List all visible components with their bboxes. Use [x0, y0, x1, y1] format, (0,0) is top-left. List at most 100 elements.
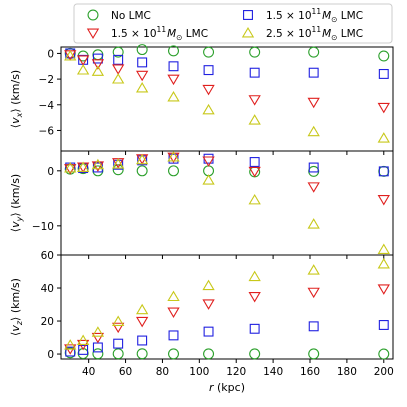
data-point-s0-7 — [249, 348, 261, 360]
data-point-s1-9 — [378, 68, 389, 79]
panel-2: 0 20 40 60 ⟨vz⟩ (km/s) — [9, 250, 394, 363]
legend-label-suffix: LMC — [337, 28, 363, 40]
legend-label-solar: ⊙ — [331, 33, 337, 42]
legend-label-coefficient: 2.5 × 10 — [266, 28, 312, 40]
data-point-s2-4 — [135, 70, 149, 82]
data-point-s1-8 — [308, 321, 319, 332]
data-point-s0-2 — [92, 348, 104, 360]
data-point-s0-9 — [378, 165, 390, 177]
legend-label-suffix: LMC — [337, 10, 363, 22]
y-tick-label: 0 — [47, 349, 54, 361]
data-point-s1-5 — [168, 61, 179, 72]
panel-0: 0 −2 −4 −6 ⟨vx⟩ (km/s) — [9, 44, 394, 155]
x-axis: 40 60 80 100 120 140 160 180 200 r (kpc) — [82, 366, 394, 394]
y-axis-label-symbol: v — [9, 325, 22, 332]
data-point-s3-6 — [202, 174, 215, 185]
data-point-s0-9 — [378, 50, 390, 62]
data-point-s3-3 — [112, 315, 125, 326]
y-axis-label-unit: ⟩ (km/s) — [9, 174, 22, 217]
y-axis-label-bracket-open: ⟨ — [9, 124, 22, 128]
legend-label-mass: M — [167, 28, 176, 40]
y-axis-label-unit: ⟩ (km/s) — [9, 278, 22, 321]
data-point-s2-9 — [377, 194, 390, 206]
legend-label-mass: M — [322, 28, 331, 40]
data-point-s1-4 — [137, 335, 148, 346]
data-point-s2-6 — [202, 299, 215, 310]
data-point-s0-6 — [203, 46, 215, 58]
y-tick-label: 0 — [47, 166, 54, 178]
panels: 0−2−4−6⟨vx⟩ (km/s)0−10⟨vy⟩ (km/s)0204060… — [9, 44, 394, 363]
data-point-s0-3 — [112, 46, 124, 58]
data-point-s0-3 — [112, 348, 124, 360]
data-point-s0-7 — [249, 46, 261, 58]
data-point-s0-6 — [203, 348, 215, 360]
data-point-s0-5 — [168, 165, 180, 177]
x-tick-label: 200 — [374, 366, 394, 378]
legend-frame — [73, 3, 393, 44]
data-point-s3-5 — [167, 91, 180, 102]
data-point-s0-5 — [168, 348, 180, 360]
data-point-s3-2 — [91, 158, 105, 170]
legend-label-suffix: LMC — [182, 28, 208, 40]
data-point-s1-5 — [168, 330, 179, 341]
y-tick-label: 0 — [47, 48, 54, 60]
data-point-s2-5 — [167, 307, 180, 318]
data-point-s3-2 — [91, 326, 105, 337]
data-point-s3-2 — [91, 65, 105, 76]
legend-label-solar: ⊙ — [331, 15, 337, 24]
legend-label-exponent: 11 — [157, 25, 167, 34]
data-point-s3-9 — [377, 258, 390, 269]
data-point-s3-1 — [76, 334, 90, 345]
data-point-s1-0 — [65, 48, 76, 59]
legend-label: 2.5 × 1011M⊙ LMC — [266, 25, 363, 42]
data-point-s1-6 — [203, 153, 214, 164]
data-point-s2-8 — [307, 287, 320, 299]
data-point-s2-8 — [307, 182, 320, 193]
x-axis-label: r (kpc) — [209, 381, 245, 394]
legend-label: 1.5 × 1011M⊙ LMC — [111, 25, 208, 42]
y-axis-label: ⟨vy⟩ (km/s) — [9, 174, 24, 232]
data-point-s2-4 — [135, 316, 149, 328]
legend-label-exponent: 11 — [312, 25, 322, 34]
data-point-s1-8 — [308, 162, 319, 173]
data-point-s3-8 — [307, 264, 320, 275]
y-axis-label-symbol: v — [9, 117, 22, 124]
data-point-s2-3 — [112, 322, 125, 334]
data-point-s1-9 — [378, 166, 389, 177]
legend-marker — [241, 26, 255, 38]
data-point-s0-9 — [378, 348, 390, 360]
data-point-s1-7 — [249, 323, 260, 334]
data-point-s2-2 — [91, 332, 105, 344]
x-tick-label: 40 — [82, 366, 95, 378]
legend-label-text: No LMC — [111, 10, 151, 22]
legend-label-coefficient: 1.5 × 10 — [266, 10, 312, 22]
x-tick-label: 160 — [300, 366, 320, 378]
data-point-s2-9 — [377, 102, 390, 114]
data-point-s2-6 — [202, 156, 215, 167]
x-tick-label: 120 — [226, 366, 246, 378]
data-point-s1-3 — [113, 54, 124, 65]
data-point-s3-6 — [202, 103, 215, 115]
y-axis-label-subscript: y — [15, 216, 24, 222]
data-point-s3-6 — [202, 279, 215, 291]
y-axis-label-subscript: z — [15, 320, 24, 326]
data-point-s1-2 — [92, 53, 103, 64]
data-point-s2-2 — [91, 59, 105, 70]
y-tick-label: 60 — [41, 250, 54, 262]
legend-label: No LMC — [111, 10, 151, 22]
y-tick-label: −4 — [39, 100, 55, 112]
data-point-s0-4 — [136, 165, 148, 177]
data-point-s0-4 — [136, 348, 148, 360]
data-point-s3-8 — [307, 218, 320, 229]
legend-label-solar: ⊙ — [176, 33, 182, 42]
data-point-s1-4 — [137, 57, 148, 68]
x-tick-label: 60 — [119, 366, 132, 378]
data-point-s0-8 — [308, 348, 320, 360]
y-tick-label: −2 — [39, 74, 54, 86]
data-point-s3-4 — [135, 82, 149, 93]
data-point-s2-2 — [91, 161, 105, 172]
data-point-s3-7 — [248, 114, 261, 125]
y-axis-label: ⟨vz⟩ (km/s) — [9, 278, 24, 336]
panel-frame — [60, 254, 394, 360]
